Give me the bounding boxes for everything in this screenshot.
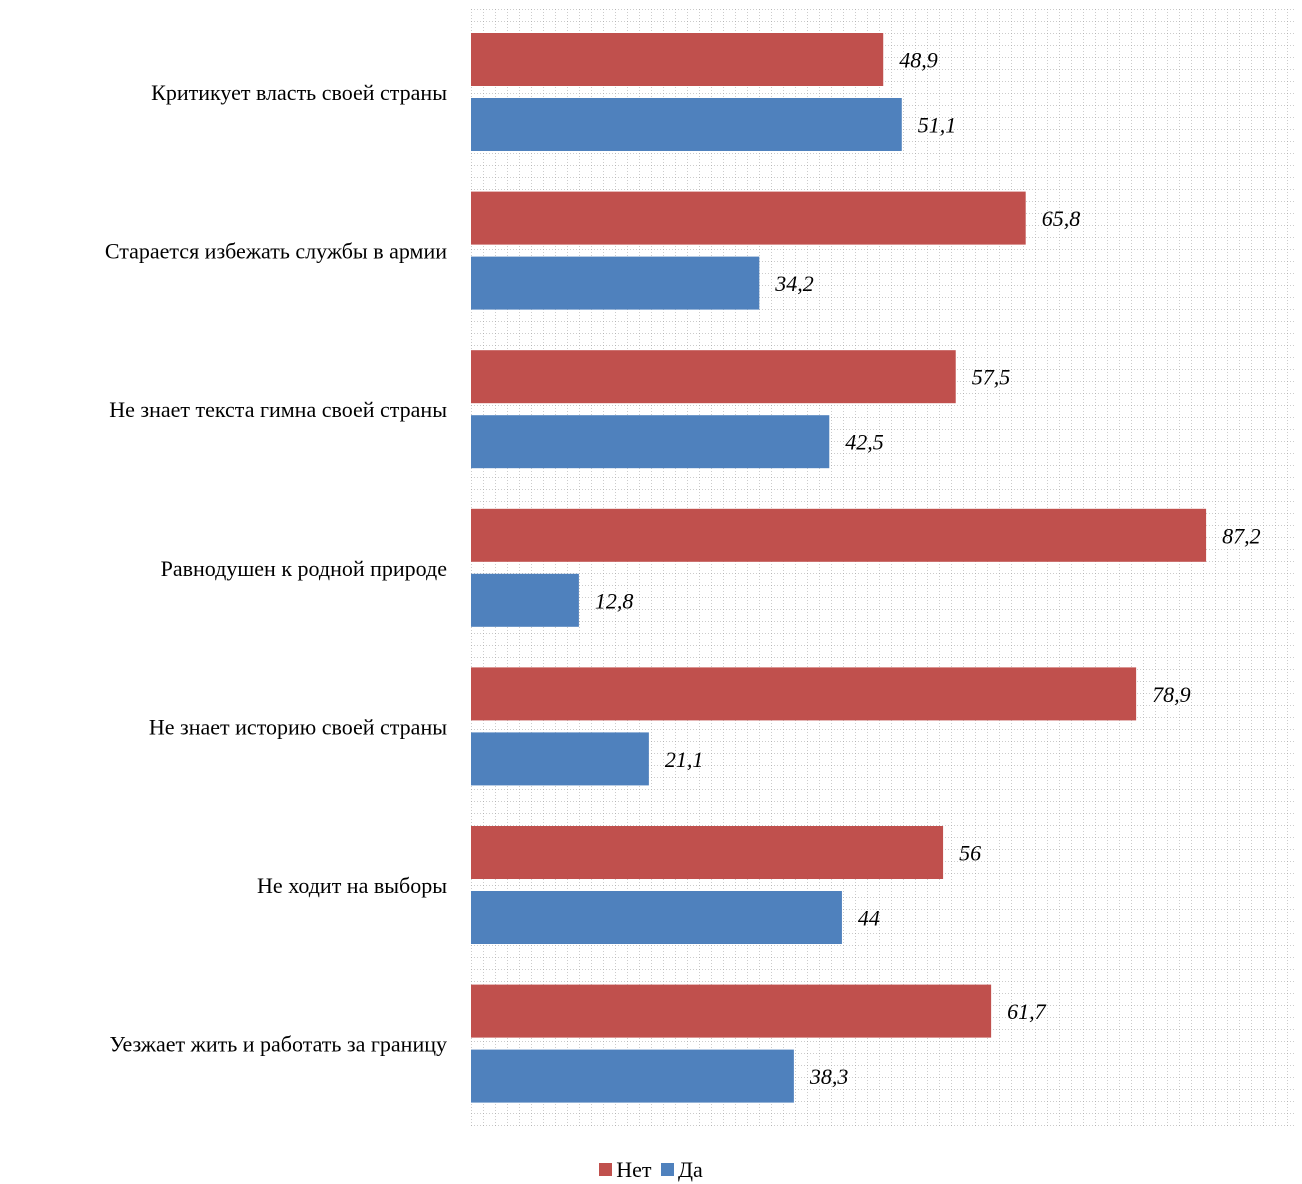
category-label-4: Не знает историю своей страны: [149, 714, 447, 739]
bar-net-6: [471, 984, 992, 1038]
value-label-da-0: 51,1: [918, 113, 957, 138]
bar-net-2: [471, 350, 956, 404]
value-label-net-0: 48,9: [899, 48, 938, 73]
bar-net-5: [471, 826, 944, 879]
bar-da-6: [471, 1049, 794, 1103]
value-label-net-5: 56: [959, 841, 981, 866]
category-label-1: Старается избежать службы в армии: [105, 239, 447, 264]
value-label-net-1: 65,8: [1042, 206, 1081, 231]
plot-area-grid: [471, 9, 1296, 1126]
bar-da-1: [471, 256, 760, 310]
bar-net-4: [471, 667, 1137, 721]
bar-net-3: [471, 508, 1207, 562]
legend-swatch-net: [599, 1163, 613, 1176]
category-label-3: Равнодушен к родной природе: [161, 556, 447, 581]
legend-item-da: Да: [661, 1157, 703, 1183]
legend-label-net: Нет: [616, 1156, 652, 1182]
value-label-da-5: 44: [858, 906, 880, 931]
value-label-net-3: 87,2: [1222, 523, 1261, 548]
bar-da-3: [471, 573, 579, 627]
value-label-da-2: 42,5: [845, 430, 884, 455]
value-label-da-3: 12,8: [595, 588, 634, 613]
bar-da-4: [471, 732, 649, 786]
bar-da-0: [471, 98, 902, 151]
category-label-6: Уезжает жить и работать за границу: [110, 1032, 447, 1057]
bars-group: 48,9 51,1 65,8 34,2 57,5 42,5 87,2 12,8 78,9 21,1…: [471, 33, 1261, 1103]
bar-da-2: [471, 415, 830, 469]
legend: Нет Да: [0, 1156, 1302, 1183]
legend-swatch-da: [661, 1163, 674, 1176]
bar-net-1: [471, 191, 1026, 245]
value-label-net-4: 78,9: [1152, 682, 1191, 707]
value-label-da-1: 34,2: [774, 271, 814, 296]
value-label-net-2: 57,5: [972, 365, 1011, 390]
bar-da-5: [471, 891, 842, 944]
category-labels-group: Критикует власть своей страны Старается и…: [105, 80, 447, 1057]
value-label-da-6: 38,3: [809, 1064, 849, 1089]
legend-item-net: Нет: [599, 1156, 652, 1183]
category-label-5: Не ходит на выборы: [257, 873, 447, 898]
value-label-net-6: 61,7: [1007, 999, 1047, 1024]
value-label-da-4: 21,1: [665, 747, 704, 772]
bar-net-0: [471, 33, 884, 86]
legend-label-da: Да: [678, 1156, 703, 1182]
category-label-0: Критикует власть своей страны: [151, 80, 447, 105]
category-label-2: Не знает текста гимна своей страны: [109, 397, 447, 422]
bar-chart: 48,9 51,1 65,8 34,2 57,5 42,5 87,2 12,8 78,9 21,1…: [105, 9, 1296, 1126]
